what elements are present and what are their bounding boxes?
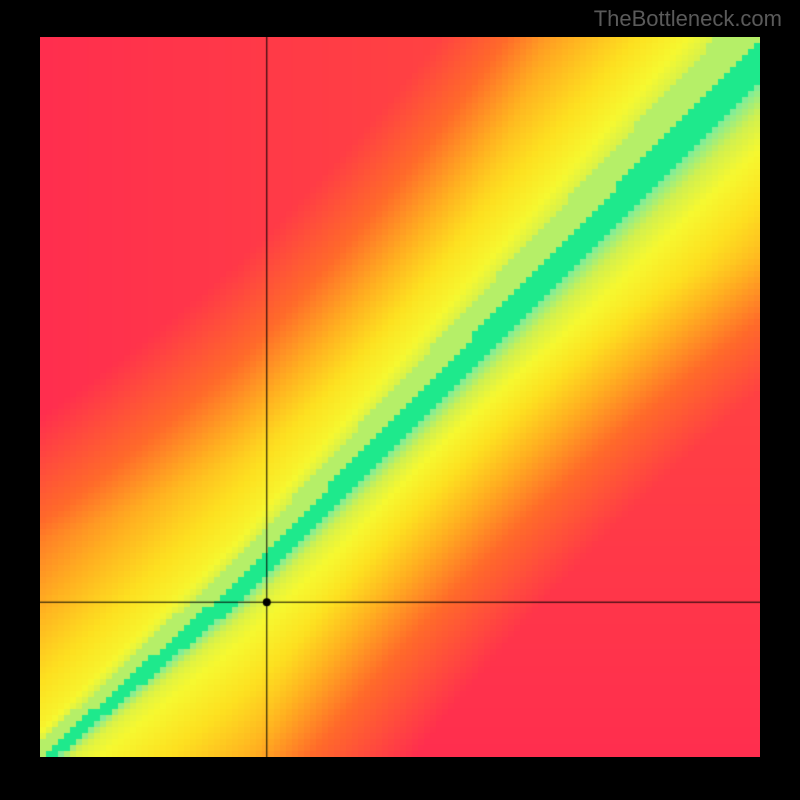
watermark-text: TheBottleneck.com — [594, 6, 782, 32]
chart-container: TheBottleneck.com — [0, 0, 800, 800]
heatmap-plot — [40, 37, 760, 757]
heatmap-canvas — [40, 37, 760, 757]
